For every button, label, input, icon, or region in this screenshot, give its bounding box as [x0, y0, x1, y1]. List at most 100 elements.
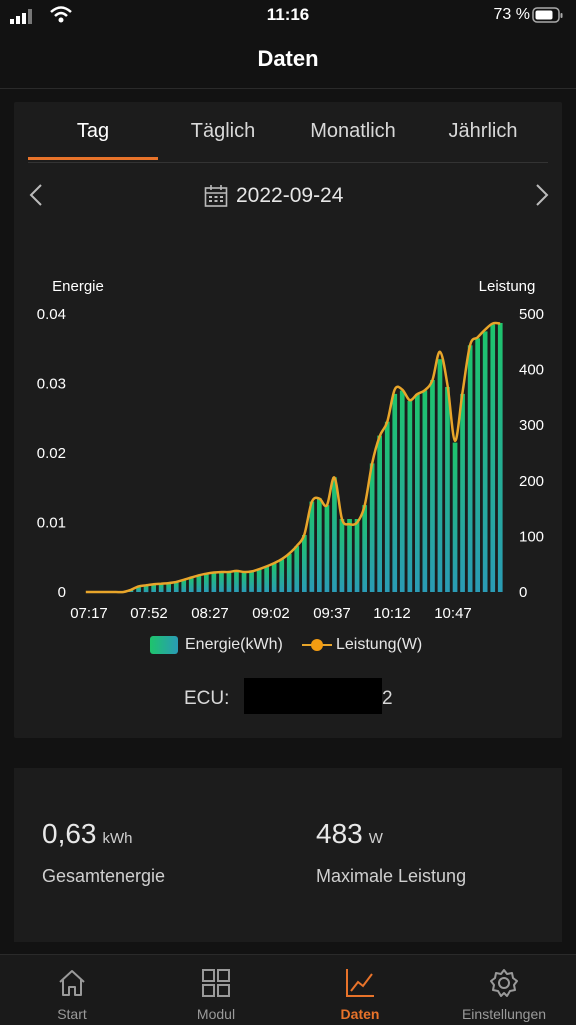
- calendar-icon[interactable]: [204, 184, 228, 208]
- ecu-label: ECU:: [184, 688, 230, 709]
- tabbar-modul-label: Modul: [196, 1006, 236, 1022]
- x-tick-label: 09:02: [252, 605, 290, 622]
- energy-bar: [445, 387, 450, 592]
- cellular-signal-icon: [10, 9, 32, 24]
- active-tab-indicator: [28, 157, 158, 160]
- energy-bar: [482, 331, 488, 592]
- energy-bar: [384, 421, 390, 592]
- date-selector: 2022-09-24: [14, 174, 562, 218]
- wifi-icon: [50, 6, 72, 23]
- energy-bar: [256, 569, 262, 592]
- right-axis-label: Leistung: [479, 278, 536, 295]
- tabbar-daten[interactable]: Daten: [288, 955, 432, 1025]
- energy-bar: [234, 570, 239, 592]
- energy-bar: [497, 323, 503, 592]
- x-tick-label: 09:37: [313, 605, 351, 622]
- energy-bar: [377, 435, 382, 592]
- energy-bar: [226, 571, 232, 592]
- navigation-bar: Daten: [0, 32, 576, 89]
- right-tick-label: 200: [519, 473, 544, 490]
- tabbar-einstellungen-label: Einstellungen: [461, 1006, 547, 1022]
- energy-bar: [286, 553, 292, 592]
- energy-bar: [415, 393, 420, 592]
- chevron-right-icon[interactable]: [526, 180, 556, 210]
- clock: 11:16: [266, 5, 310, 24]
- chart-legend: Energie(kWh) Leistung(W): [14, 632, 562, 662]
- energy-bar: [422, 390, 428, 592]
- energy-bar: [309, 501, 315, 592]
- energy-bar: [219, 571, 224, 592]
- energy-bar: [302, 535, 307, 592]
- right-tick-label: 400: [519, 362, 544, 379]
- energy-power-chart: Energie Leistung 0.04 0.03 0.02 0.01 0 500 400…: [37, 278, 544, 622]
- energy-bar: [166, 583, 171, 592]
- left-tick-label: 0.04: [37, 306, 66, 323]
- energy-bar: [407, 400, 413, 592]
- home-icon: [59, 970, 85, 996]
- left-tick-label: 0: [58, 584, 66, 601]
- energy-bar: [188, 577, 194, 592]
- energy-bar: [332, 477, 337, 592]
- energy-bar: [369, 463, 375, 592]
- energy-bar: [249, 571, 254, 592]
- energy-bar: [339, 519, 345, 592]
- energy-bar: [324, 505, 330, 592]
- left-tick-label: 0.02: [37, 445, 66, 462]
- energy-bar: [151, 584, 156, 592]
- page-title: Daten: [257, 46, 319, 71]
- energy-bar: [460, 393, 465, 592]
- chevron-left-icon[interactable]: [22, 180, 52, 210]
- tabbar-start[interactable]: Start: [0, 955, 144, 1025]
- tabbar-modul[interactable]: Modul: [144, 955, 288, 1025]
- battery-icon: [532, 7, 563, 23]
- x-tick-label: 08:27: [191, 605, 229, 622]
- energy-bar: [279, 559, 285, 592]
- total-energy-unit: kWh: [102, 830, 133, 847]
- left-tick-label: 0.03: [37, 376, 66, 393]
- chart-card: Tag Täglich Monatlich Jährlich 2022-09-2…: [14, 102, 562, 738]
- right-tick-label: 300: [519, 417, 544, 434]
- selected-date[interactable]: 2022-09-24: [236, 184, 344, 207]
- energy-bar: [399, 390, 405, 592]
- summary-card: 0,63 kWh Gesamtenergie 483 W Maximale Leis…: [14, 768, 562, 942]
- gear-icon: [490, 969, 518, 997]
- tabbar-daten-label: Daten: [340, 1006, 380, 1022]
- right-tick-label: 100: [519, 528, 544, 545]
- energy-bar: [136, 586, 141, 592]
- energy-bar: [392, 393, 398, 592]
- chart-icon: [346, 969, 374, 997]
- max-power-unit: W: [368, 830, 383, 847]
- energy-bar: [143, 585, 149, 593]
- energy-bar: [158, 583, 164, 592]
- max-power-value: 483 W: [316, 818, 383, 849]
- legend-power-label: Leistung(W): [336, 636, 423, 653]
- grid-icon: [202, 969, 230, 997]
- legend-energy-swatch: [150, 636, 178, 654]
- tab-daily[interactable]: Täglich: [190, 120, 256, 142]
- energy-bar: [264, 566, 269, 592]
- tab-yearly[interactable]: Jährlich: [448, 120, 518, 142]
- energy-bar: [452, 442, 458, 592]
- energy-bar: [211, 571, 217, 592]
- energy-bar: [354, 519, 360, 592]
- energy-bar: [490, 324, 496, 592]
- legend-power-marker: [302, 639, 332, 651]
- x-tick-label: 10:12: [373, 605, 411, 622]
- left-axis-label: Energie: [52, 278, 104, 295]
- tabbar-einstellungen[interactable]: Einstellungen: [432, 955, 576, 1025]
- tab-day[interactable]: Tag: [76, 120, 110, 142]
- period-tabs: Tag Täglich Monatlich Jährlich: [28, 102, 548, 163]
- tabbar-start-label: Start: [57, 1006, 87, 1022]
- energy-bar: [196, 575, 202, 592]
- ecu-id-redaction: [244, 678, 382, 714]
- x-tick-label: 10:47: [434, 605, 472, 622]
- ecu-info: ECU: 2: [14, 678, 562, 716]
- battery-percentage: 73 %: [493, 6, 530, 23]
- ecu-id-tail: 2: [382, 688, 393, 709]
- energy-bar: [437, 359, 443, 592]
- tab-monthly[interactable]: Monatlich: [310, 120, 396, 142]
- power-series-line: [85, 321, 501, 594]
- total-energy-value: 0,63 kWh: [42, 818, 133, 849]
- status-bar: 11:16 73 %: [0, 0, 576, 32]
- total-energy-label: Gesamtenergie: [42, 866, 166, 886]
